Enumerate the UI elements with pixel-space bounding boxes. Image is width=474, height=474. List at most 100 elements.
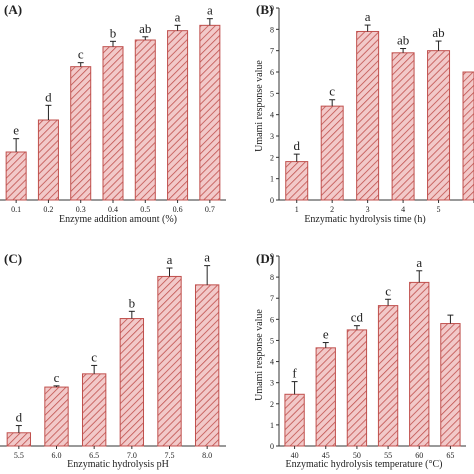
x-tick-label: 8.0 [202, 451, 212, 460]
bar [409, 281, 430, 447]
bar [284, 393, 305, 447]
significance-label: ab [139, 21, 151, 36]
x-tick-label: 5.5 [14, 451, 24, 460]
significance-label: ab [432, 25, 444, 40]
significance-label: c [329, 84, 335, 99]
bar [356, 30, 380, 201]
bar [285, 161, 309, 201]
panel-c: (C) 5.5 d 6.0 c 6.5 c 7.0 b 7.5 a 8.0 a Enzymatic h… [0, 250, 226, 470]
significance-label: d [45, 89, 52, 104]
x-tick-label: 45 [322, 451, 330, 460]
x-axis-title: Enzymatic hydrolysis pH [67, 459, 169, 470]
bar [391, 52, 415, 201]
bar [70, 66, 92, 201]
y-tick-label: 5 [270, 336, 274, 345]
significance-label: c [385, 283, 391, 298]
plot-area: 0.1 e 0.2 d 0.3 c 0.4 b 0.5 ab 0.6 a 0.7 a [0, 3, 226, 214]
bar [440, 323, 461, 447]
plot-area: 0 1 2 3 4 5 6 7 8 9 1 d 2 c 3 a 4 ab 5 ab [270, 4, 474, 214]
bar [6, 432, 32, 447]
significance-label: cd [351, 310, 364, 325]
significance-label: a [207, 3, 213, 18]
significance-label: b [129, 295, 136, 310]
x-tick-label: 4 [401, 205, 405, 214]
y-tick-label: 6 [270, 68, 274, 77]
panel-label: (D) [256, 251, 274, 266]
y-tick-label: 0 [270, 442, 274, 451]
x-tick-label: 50 [353, 451, 361, 460]
significance-label: f [292, 366, 297, 381]
bar [377, 305, 399, 447]
bar [5, 151, 27, 201]
significance-label: b [110, 25, 117, 40]
x-tick-label: 0.5 [140, 205, 150, 214]
y-tick-label: 5 [270, 89, 274, 98]
significance-label: a [204, 250, 210, 265]
y-tick-label: 4 [270, 111, 274, 120]
y-tick-label: 9 [270, 4, 274, 13]
significance-label: c [91, 349, 97, 364]
x-axis-title: Enzymatic hydrolysis temperature (°C) [285, 459, 442, 470]
x-tick-label: 2 [330, 205, 334, 214]
x-tick-label: 0.3 [76, 205, 86, 214]
y-tick-label: 9 [270, 252, 274, 261]
x-tick-label: 7.5 [165, 451, 175, 460]
y-tick-label: 8 [270, 25, 274, 34]
significance-label: c [78, 47, 84, 62]
significance-label: a [175, 9, 181, 24]
significance-label: a [167, 252, 173, 267]
significance-label: d [293, 138, 300, 153]
bar [346, 329, 368, 447]
y-tick-label: 2 [270, 153, 274, 162]
x-tick-label: 60 [415, 451, 423, 460]
x-tick-label: 0.1 [11, 205, 21, 214]
bar [134, 39, 156, 201]
x-tick-label: 3 [366, 205, 370, 214]
bar [462, 71, 474, 201]
x-tick-label: 5 [437, 205, 441, 214]
x-tick-label: 6.5 [89, 451, 99, 460]
significance-label: ab [397, 33, 409, 48]
y-tick-label: 0 [270, 196, 274, 205]
x-tick-label: 0.6 [173, 205, 183, 214]
y-tick-label: 7 [270, 47, 274, 56]
y-tick-label: 6 [270, 315, 274, 324]
bar [37, 119, 59, 201]
x-tick-label: 6.0 [52, 451, 62, 460]
y-tick-label: 3 [270, 379, 274, 388]
x-tick-label: 0.4 [108, 205, 118, 214]
panel-b: (B) Umami response value 0 1 2 3 4 5 6 7 8 9 1 d 2 c 3… [254, 2, 474, 225]
bar [44, 386, 69, 447]
panel-d: (D) Umami response value 012345678940f45… [254, 251, 466, 470]
bar [320, 105, 344, 201]
y-tick-label: 3 [270, 132, 274, 141]
panel-label: (C) [4, 251, 22, 266]
x-tick-label: 65 [446, 451, 454, 460]
x-tick-label: 55 [384, 451, 392, 460]
x-tick-label: 7.0 [127, 451, 137, 460]
y-tick-label: 2 [270, 400, 274, 409]
significance-label: c [54, 370, 60, 385]
significance-label: a [416, 255, 422, 270]
y-tick-label: 1 [270, 175, 274, 184]
x-tick-label: 1 [295, 205, 299, 214]
bar [81, 373, 107, 447]
plot-area: 5.5 d 6.0 c 6.5 c 7.0 b 7.5 a 8.0 a [0, 250, 226, 460]
significance-label: a [365, 9, 371, 24]
panel-label: (B) [256, 2, 273, 17]
significance-label: d [16, 410, 23, 425]
y-axis-title: Umami response value [254, 309, 265, 401]
significance-label: e [13, 123, 19, 138]
panel-label: (A) [4, 2, 22, 17]
y-tick-label: 8 [270, 273, 274, 282]
bar [194, 284, 220, 447]
x-tick-label: 0.7 [205, 205, 215, 214]
x-axis-title: Enzymatic hydrolysis time (h) [304, 214, 425, 225]
panel-a: (A) 0.1 e 0.2 d 0.3 c 0.4 b 0.5 ab 0.6 a 0.7 a Enzyme… [0, 2, 226, 225]
x-tick-label: 40 [291, 451, 299, 460]
bar [167, 30, 189, 201]
significance-label: e [323, 327, 329, 342]
bar [315, 347, 336, 447]
